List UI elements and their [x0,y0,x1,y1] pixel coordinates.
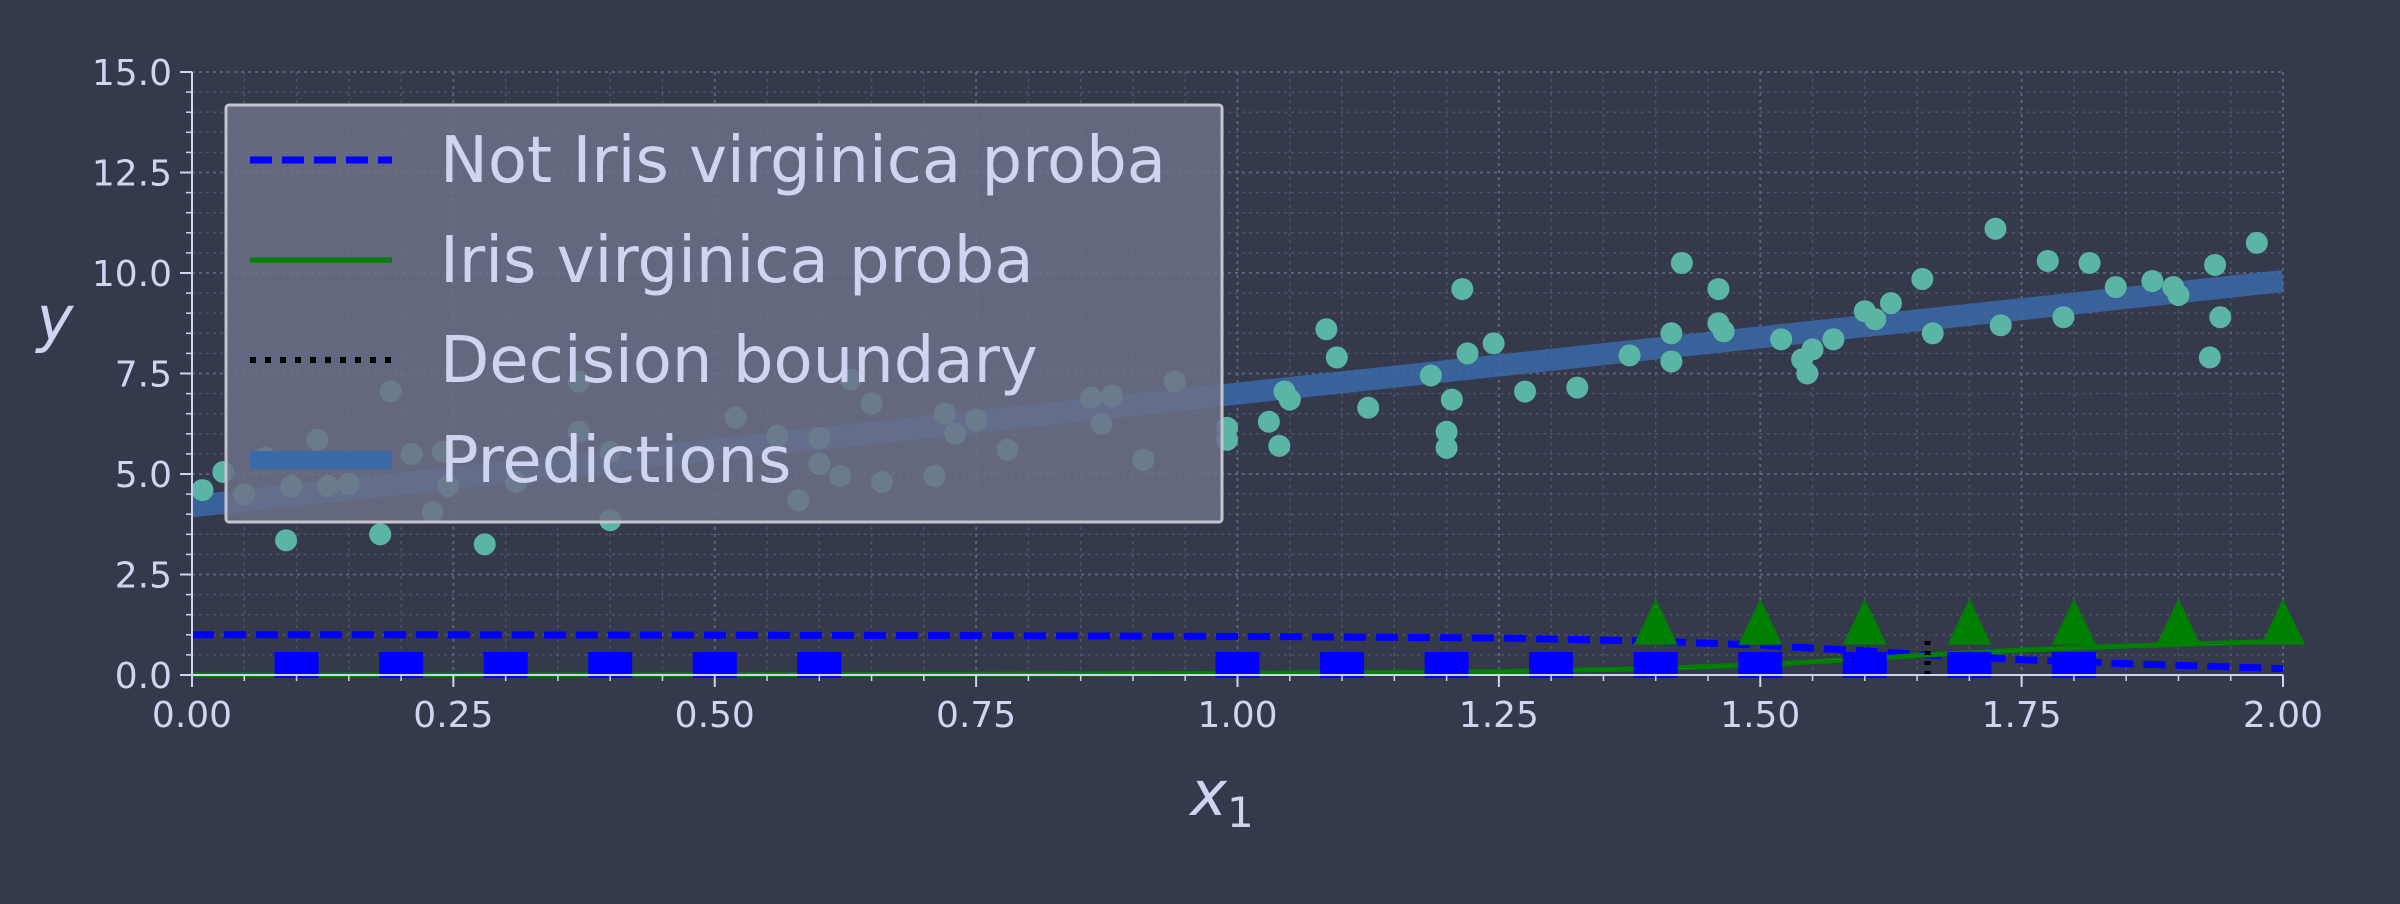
data-point [483,651,528,678]
data-point [1796,362,1819,385]
y-tick-label: 2.5 [115,556,172,597]
legend-label: Predictions [440,424,791,498]
series-line-0 [192,631,2284,673]
data-point [1566,376,1589,399]
data-point [2051,651,2096,678]
data-point [1357,396,1380,419]
legend-label: Iris virginica proba [440,224,1034,298]
data-point [1424,651,1469,678]
data-point [2245,231,2268,254]
data-point [1435,420,1458,443]
data-point [1984,217,2007,240]
data-point [1707,278,1730,301]
data-point [2051,598,2096,645]
data-point [1618,344,1641,367]
data-point [2261,598,2305,645]
data-point [1257,410,1280,433]
x-tick-label: 1.00 [1197,695,1277,736]
data-point [588,651,633,678]
data-point [1215,651,1260,678]
data-point [1435,436,1458,459]
x-tick-label: 0.50 [675,695,755,736]
x-tick-label: 1.25 [1459,695,1539,736]
data-point [1320,651,1365,678]
data-point [1712,320,1735,343]
data-point [1738,651,1783,678]
y-tick-label: 10.0 [92,254,172,295]
data-point [1440,388,1463,411]
data-point [1419,364,1442,387]
data-point [2167,284,2190,307]
y-tick-label: 5.0 [115,455,172,496]
data-point [1451,278,1474,301]
y-tick-label: 7.5 [115,355,172,396]
data-point [2204,253,2227,276]
data-point [1633,598,1678,645]
x-tick-label: 0.75 [936,695,1016,736]
data-point [1842,651,1887,678]
legend-label: Decision boundary [440,324,1038,398]
data-point [2078,251,2101,274]
data-point [1770,328,1793,351]
data-point [2104,276,2127,299]
data-point [1670,251,1693,274]
legend-box [224,103,1224,524]
y-tick-label: 0.0 [115,656,172,697]
x-axis-label-subscript: 1 [1227,788,1254,837]
data-point [191,479,214,502]
x-axis-label: x1 [1188,757,1253,837]
data-point [1529,651,1574,678]
data-point [2036,249,2059,272]
data-point [1738,598,1783,645]
data-point [1456,342,1479,365]
data-point [1864,308,1887,331]
data-point [2156,598,2201,645]
x-tick-label: 1.50 [1720,695,1800,736]
data-point [2198,346,2221,369]
data-point [275,529,298,552]
x-axis-label-main: x [1188,757,1228,830]
data-point [1879,292,1902,315]
x-tick-label: 2.00 [2243,695,2323,736]
data-point [2209,306,2232,329]
y-tick-label: 12.5 [92,154,172,195]
data-point [1822,328,1845,351]
data-point [1989,314,2012,337]
data-point [692,651,737,678]
data-point [797,651,842,678]
data-point [1268,434,1291,457]
legend: Not Iris virginica proba Iris virginica p… [224,103,1224,524]
data-point [1325,346,1348,369]
data-point [1660,350,1683,373]
data-point [274,651,319,678]
data-point [1921,322,1944,345]
data-point [1801,338,1824,361]
data-point [1911,268,1934,291]
x-tick-label: 1.75 [1982,695,2062,736]
data-point [2141,270,2164,293]
data-point [369,523,392,546]
y-tick-label: 15.0 [92,53,172,94]
y-axis-label: y [35,282,75,355]
data-point [473,533,496,556]
data-point [1947,651,1992,678]
data-point [1482,332,1505,355]
data-point [1278,388,1301,411]
data-point [1514,380,1537,403]
axes: 0.00 0.25 0.50 0.75 1.00 1.25 1.50 1.75 2.00 0.0 2… [92,53,2323,736]
data-point [1633,651,1678,678]
x-tick-label: 0.00 [152,695,232,736]
data-point [1947,598,1992,645]
legend-label: Not Iris virginica proba [440,124,1166,198]
data-point [379,651,424,678]
x-tick-label: 0.25 [413,695,493,736]
data-point [2052,306,2075,329]
data-point [1842,598,1887,645]
data-point [1660,322,1683,345]
data-point [1315,318,1338,341]
